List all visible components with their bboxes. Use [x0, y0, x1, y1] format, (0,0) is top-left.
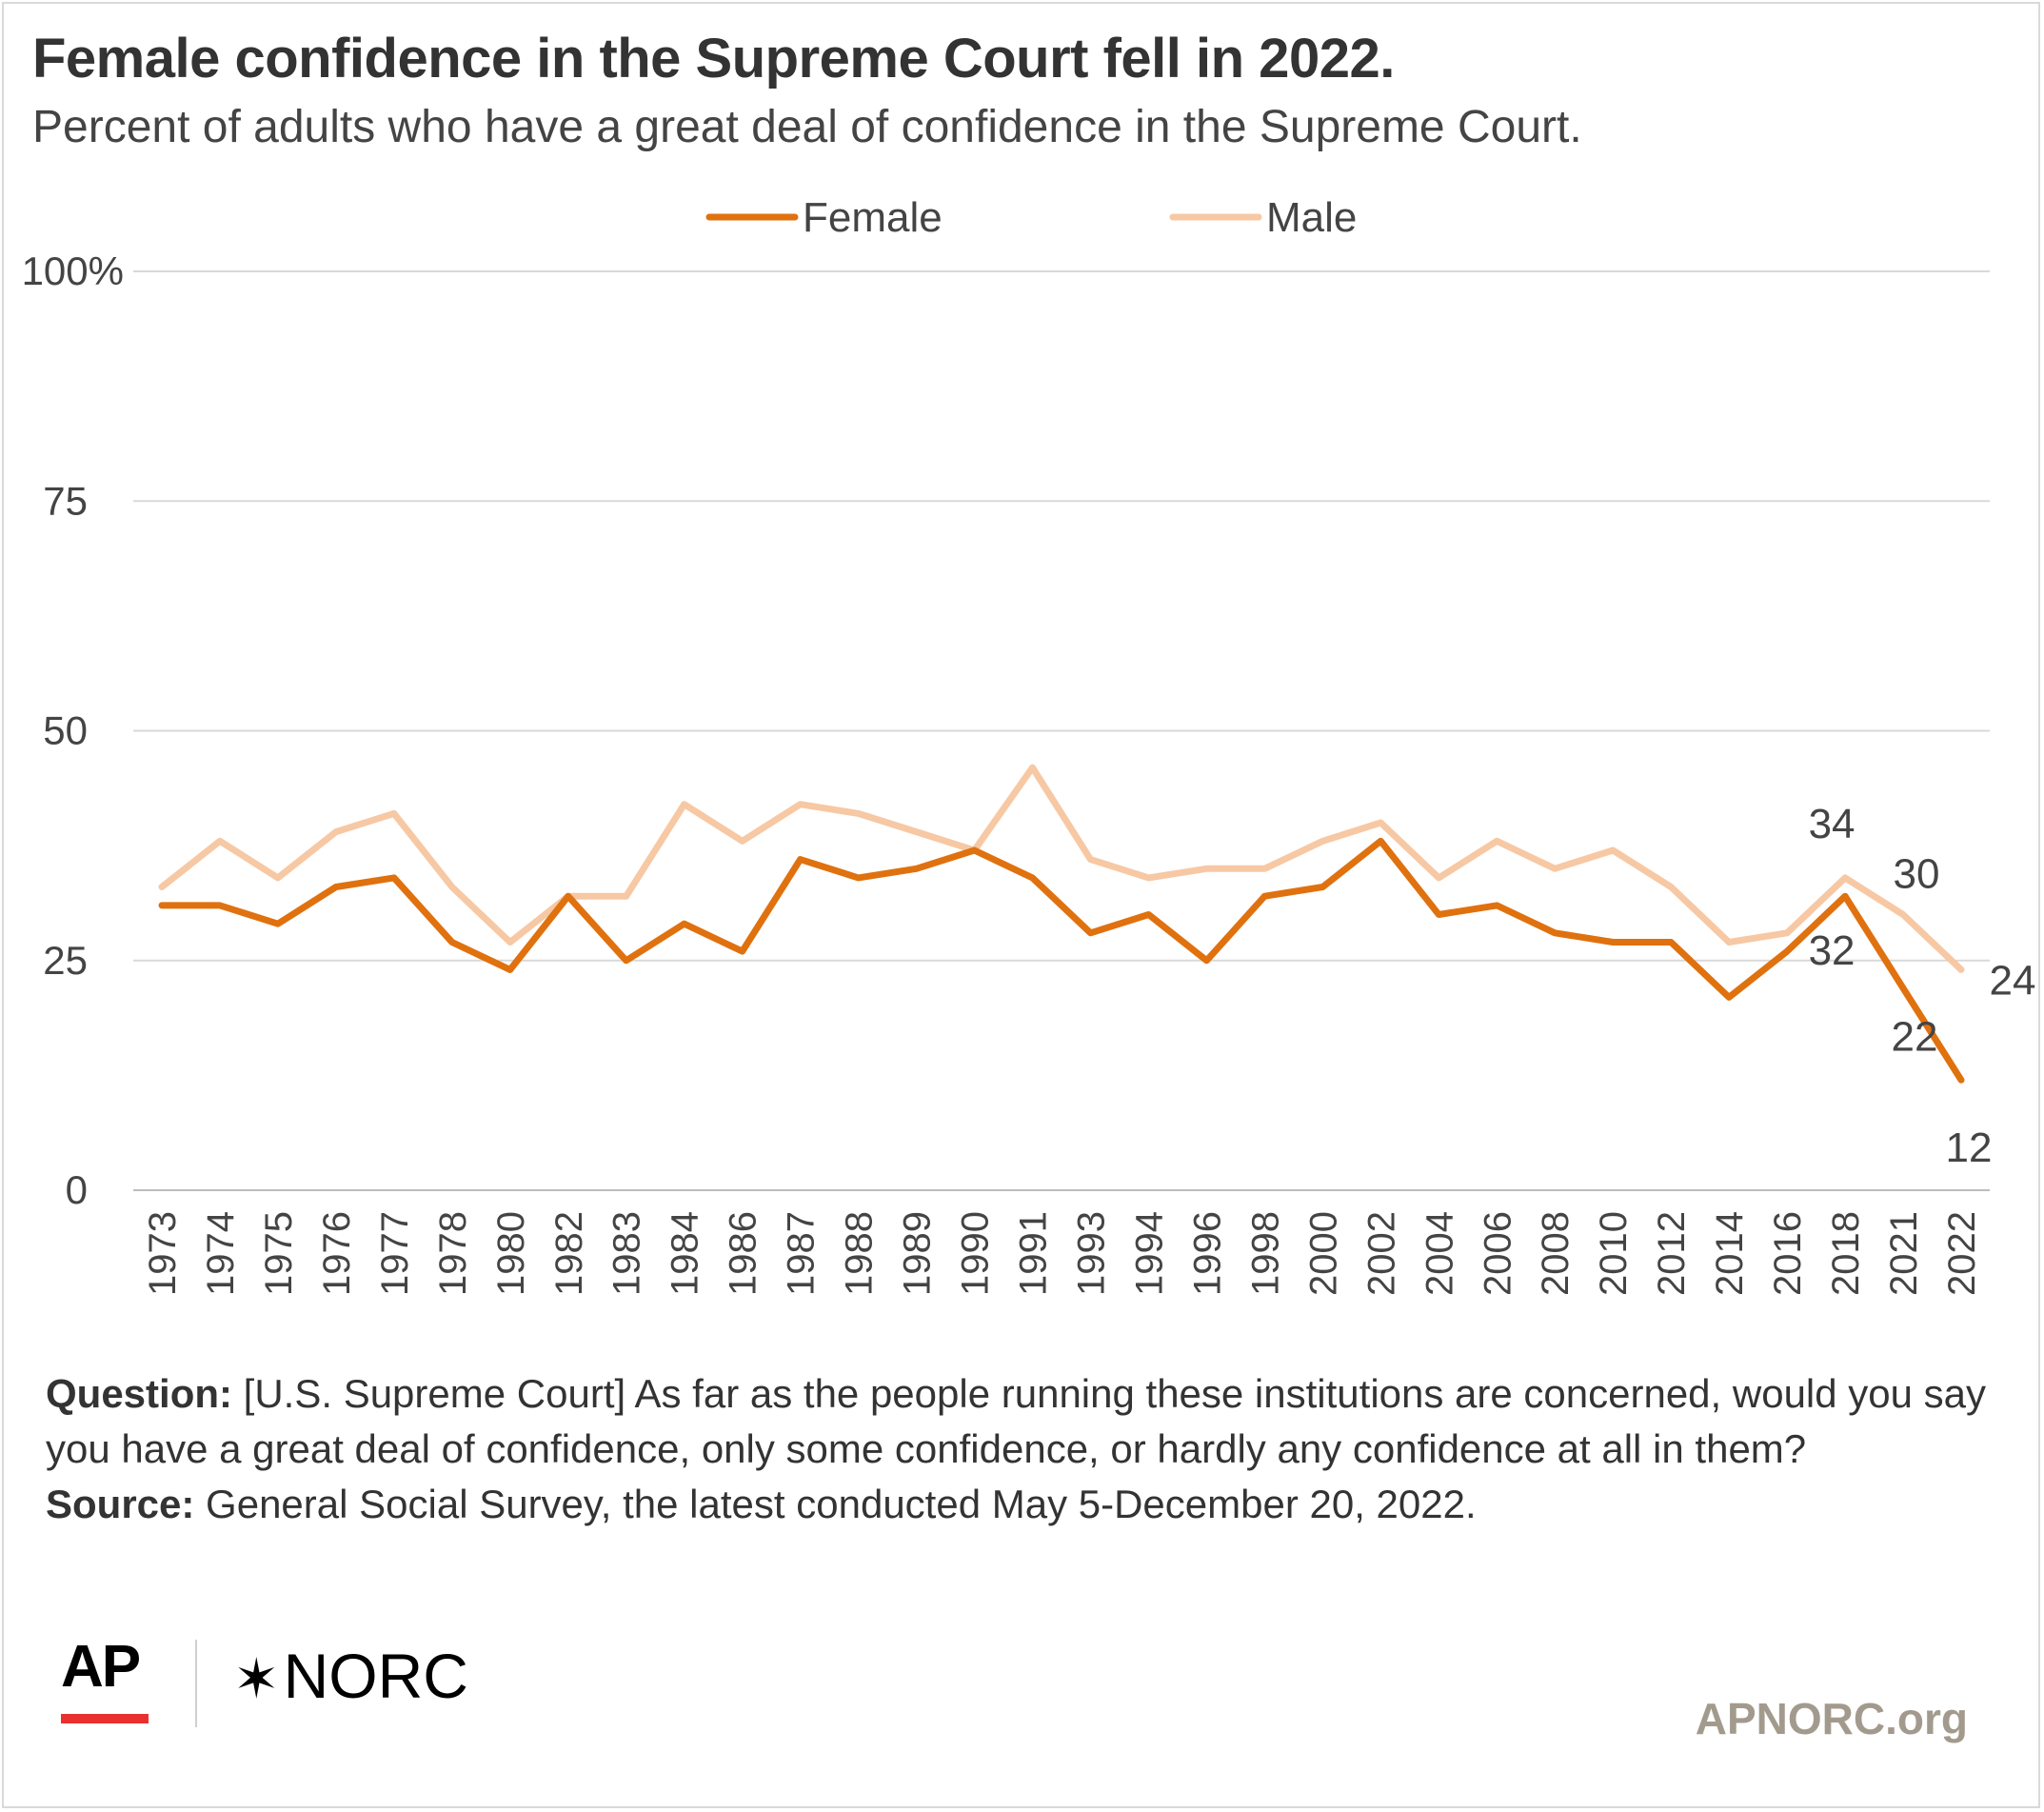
x-tick-label: 1998	[1244, 1211, 1286, 1296]
x-tick-label: 1973	[142, 1211, 184, 1296]
norc-logo-text: NORC	[283, 1641, 468, 1711]
chart-notes: Question: [U.S. Supreme Court] As far as…	[46, 1366, 1988, 1532]
x-tick-label: 1982	[548, 1211, 590, 1296]
question-label: Question:	[46, 1371, 232, 1416]
legend: Female Male	[705, 194, 1357, 241]
series-line-female	[158, 837, 1965, 1084]
legend-label: Female	[803, 194, 943, 241]
x-tick-label: 1993	[1070, 1211, 1112, 1296]
source-text: General Social Survey, the latest conduc…	[194, 1482, 1477, 1526]
x-tick-label: 1991	[1013, 1211, 1055, 1296]
logo-divider	[195, 1640, 197, 1727]
x-tick-label: 1990	[955, 1211, 997, 1296]
y-axis: 100% 75 50 25 0	[22, 249, 124, 1212]
y-tick-label: 0	[66, 1167, 88, 1212]
x-tick-label: 1977	[374, 1211, 416, 1296]
y-tick-label: 50	[43, 708, 88, 753]
ap-logo: AP	[61, 1634, 141, 1700]
question-note: Question: [U.S. Supreme Court] As far as…	[46, 1366, 1988, 1477]
question-text: [U.S. Supreme Court] As far as the peopl…	[46, 1371, 1987, 1471]
x-tick-label: 1975	[258, 1211, 300, 1296]
gridlines	[133, 270, 1990, 1191]
x-tick-label: 2016	[1767, 1211, 1809, 1296]
x-tick-label: 2018	[1825, 1211, 1867, 1296]
x-tick-label: 1984	[665, 1211, 706, 1296]
x-tick-label: 1986	[723, 1211, 764, 1296]
legend-label: Male	[1266, 194, 1357, 241]
x-tick-label: 2006	[1477, 1211, 1518, 1296]
x-tick-label: 1983	[606, 1211, 648, 1296]
data-label: 32	[1809, 927, 1855, 974]
ap-logo-underline	[61, 1714, 149, 1723]
x-tick-label: 1989	[897, 1211, 939, 1296]
chart-title: Female confidence in the Supreme Court f…	[32, 28, 1395, 90]
y-tick-label: 75	[43, 478, 88, 523]
x-tick-label: 1987	[781, 1211, 823, 1296]
x-tick-label: 2021	[1883, 1211, 1925, 1296]
x-tick-label: 2000	[1302, 1211, 1344, 1296]
x-tick-label: 2022	[1941, 1211, 1983, 1296]
source-label: Source:	[46, 1482, 195, 1526]
x-tick-label: 2014	[1709, 1211, 1751, 1296]
x-tick-label: 2008	[1535, 1211, 1577, 1296]
data-label: 24	[1990, 957, 2036, 1004]
data-label: 12	[1946, 1125, 1993, 1171]
series-lines	[158, 764, 1965, 1084]
x-tick-label: 2012	[1651, 1211, 1693, 1296]
x-tick-label: 2002	[1360, 1211, 1402, 1296]
x-tick-label: 2004	[1419, 1211, 1460, 1296]
data-label: 30	[1894, 851, 1940, 898]
x-tick-label: 1988	[839, 1211, 881, 1296]
data-label: 34	[1809, 801, 1855, 847]
norc-logo: ✶NORC	[233, 1640, 468, 1712]
x-tick-label: 1976	[316, 1211, 358, 1296]
x-tick-label: 1994	[1128, 1211, 1170, 1296]
x-tick-label: 1996	[1186, 1211, 1228, 1296]
data-labels: 34 30 24 32 22 12	[1809, 801, 2036, 1171]
norc-star-icon: ✶	[233, 1648, 280, 1710]
x-tick-label: 1980	[490, 1211, 532, 1296]
y-tick-label: 100%	[22, 249, 124, 293]
x-tick-label: 1974	[200, 1211, 242, 1296]
source-note: Source: General Social Survey, the lates…	[46, 1477, 1988, 1532]
apnorc-site-link[interactable]: APNORC.org	[1695, 1694, 1968, 1743]
x-tick-label: 2010	[1593, 1211, 1635, 1296]
chart-subtitle: Percent of adults who have a great deal …	[32, 102, 1582, 152]
y-tick-label: 25	[43, 938, 88, 983]
x-axis: 1973 1974 1975 1976 1977 1978 1980 1982 1983 1984…	[142, 1211, 1983, 1296]
series-line-male	[158, 764, 1965, 973]
x-tick-label: 1978	[432, 1211, 474, 1296]
data-label: 22	[1892, 1014, 1938, 1061]
